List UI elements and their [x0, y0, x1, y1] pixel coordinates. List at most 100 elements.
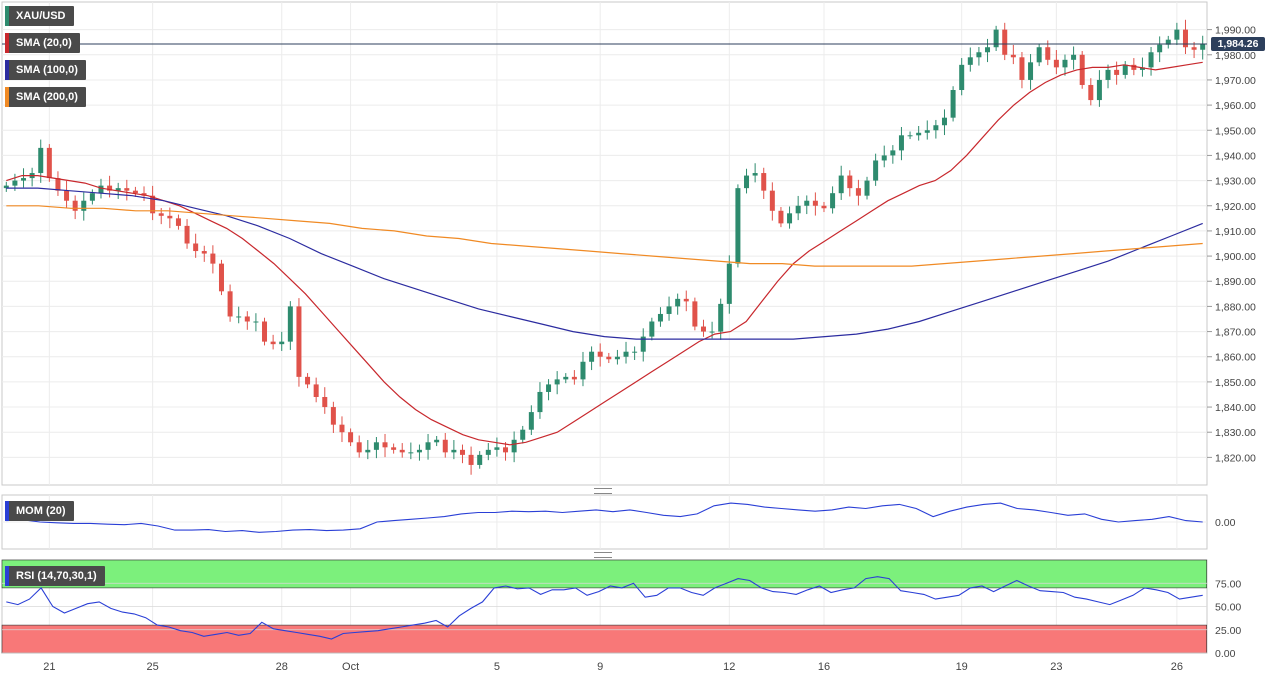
candle-body: [55, 178, 61, 191]
y-tick-label: 1,820.00: [1215, 452, 1256, 464]
candle-body: [1200, 44, 1206, 50]
candle-body: [1122, 64, 1128, 75]
legend-sma20-label: SMA (20,0): [16, 37, 72, 49]
candle-body: [348, 432, 354, 443]
legend-sma200[interactable]: SMA (200,0): [5, 87, 86, 107]
candle-body: [1139, 67, 1145, 70]
candle-body: [1191, 47, 1197, 50]
y-tick-label: 1,840.00: [1215, 402, 1256, 414]
legend-sma100-label: SMA (100,0): [16, 64, 78, 76]
candle-body: [201, 251, 207, 254]
candle-body: [855, 188, 861, 196]
sma20-line: [6, 61, 1203, 446]
legend-mom[interactable]: MOM (20): [5, 501, 74, 521]
legend-sma20[interactable]: SMA (20,0): [5, 33, 80, 53]
y-tick-label: 1,850.00: [1215, 377, 1256, 389]
candle-body: [571, 376, 577, 380]
candle-body: [236, 316, 242, 318]
rsi-y-tick-label: 0.00: [1215, 648, 1236, 660]
candle-body: [210, 253, 216, 264]
y-tick-label: 1,890.00: [1215, 276, 1256, 288]
pane-resize-handle-rsi[interactable]: [594, 552, 612, 558]
candle-body: [528, 412, 534, 430]
mom-y-tick-label: 0.00: [1215, 517, 1236, 529]
candle-body: [1114, 69, 1120, 75]
legend-sma100-swatch: [5, 60, 9, 80]
candle-body: [72, 200, 78, 211]
candle-body: [1079, 54, 1085, 85]
candle-body: [1105, 69, 1111, 80]
candle-body: [666, 306, 672, 314]
rsi-y-tick-label: 75.00: [1215, 578, 1241, 590]
candle-body: [1088, 84, 1094, 101]
candle-body: [640, 336, 646, 352]
legend-rsi[interactable]: RSI (14,70,30,1): [5, 566, 105, 586]
candle-body: [391, 447, 397, 450]
sma100-line: [6, 187, 1203, 340]
legend-sma100[interactable]: SMA (100,0): [5, 60, 86, 80]
candle-body: [657, 313, 663, 322]
candle-body: [382, 442, 388, 448]
legend-rsi-swatch: [5, 566, 9, 586]
candle-body: [373, 442, 379, 450]
rsi-line: [6, 576, 1203, 640]
candle-body: [812, 200, 818, 206]
legend-symbol-label: XAU/USD: [16, 10, 66, 22]
y-tick-label: 1,930.00: [1215, 176, 1256, 188]
x-tick-label: 9: [597, 661, 603, 673]
candle-body: [434, 439, 440, 443]
candle-body: [563, 376, 569, 380]
candle-body: [1019, 57, 1025, 80]
candle-body: [649, 321, 655, 337]
candle-body: [262, 321, 268, 342]
candle-body: [778, 210, 784, 224]
candle-body: [451, 449, 457, 453]
x-tick-label: 12: [723, 661, 735, 673]
x-tick-label: 19: [956, 661, 968, 673]
candle-body: [253, 321, 259, 323]
legend-symbol[interactable]: XAU/USD: [5, 6, 74, 26]
y-tick-label: 1,900.00: [1215, 251, 1256, 263]
sma200-line: [6, 205, 1203, 267]
candle-body: [700, 326, 706, 332]
candle-body: [1071, 54, 1077, 60]
candle-body: [847, 175, 853, 189]
candle-body: [735, 188, 741, 264]
x-tick-label: 23: [1050, 661, 1062, 673]
candle-body: [313, 384, 319, 397]
pane-resize-handle-mom[interactable]: [594, 488, 612, 494]
candle-body: [881, 155, 887, 161]
candle-body: [442, 439, 448, 453]
candle-body: [416, 449, 422, 453]
x-tick-label: 25: [147, 661, 159, 673]
candle-body: [1165, 39, 1171, 45]
candle-body: [218, 263, 224, 292]
candle-body: [141, 193, 147, 196]
candle-body: [107, 185, 113, 191]
candle-body: [1045, 47, 1051, 60]
y-tick-label: 1,910.00: [1215, 226, 1256, 238]
y-tick-label: 1,940.00: [1215, 150, 1256, 162]
rsi-y-tick-label: 50.00: [1215, 602, 1241, 614]
x-tick-label: Oct: [342, 661, 359, 673]
candle-body: [132, 190, 138, 194]
x-tick-label: 5: [494, 661, 500, 673]
candle-body: [477, 454, 483, 465]
candle-body: [98, 185, 104, 194]
candle-body: [12, 180, 18, 186]
candle-body: [1053, 59, 1059, 68]
candle-body: [1157, 44, 1163, 53]
y-tick-label: 1,870.00: [1215, 327, 1256, 339]
candle-body: [1010, 54, 1016, 58]
candle-body: [597, 351, 603, 357]
candle-body: [623, 351, 629, 357]
candle-body: [907, 135, 913, 137]
candle-body: [365, 449, 371, 453]
candle-body: [1028, 62, 1034, 80]
candle-body: [916, 132, 922, 136]
candle-body: [933, 125, 939, 131]
candle-body: [890, 150, 896, 156]
candle-body: [124, 188, 130, 191]
candle-body: [330, 407, 336, 425]
